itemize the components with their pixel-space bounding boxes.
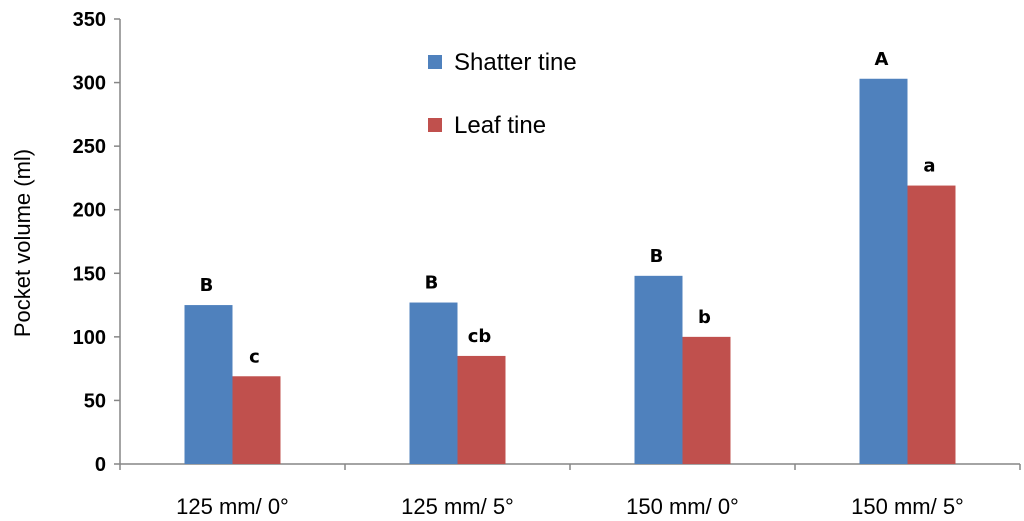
y-ticks: 0 50 100 150 200 250 300 350 (73, 9, 120, 476)
bar (907, 185, 956, 465)
y-tick-label: 150 (73, 263, 106, 285)
x-category-label: 150 mm/ 5° (851, 494, 964, 519)
bars (184, 78, 956, 465)
y-axis-title: Pocket volume (ml) (10, 149, 35, 337)
legend-swatch (428, 118, 442, 132)
x-category-label: 125 mm/ 0° (176, 494, 289, 519)
significance-label: b (698, 307, 711, 328)
significance-label: B (650, 246, 664, 267)
bar (682, 336, 731, 464)
bar (634, 275, 683, 464)
bar (859, 78, 908, 464)
x-categories: 125 mm/ 0° 125 mm/ 5° 150 mm/ 0° 150 mm/ 5° (176, 494, 964, 519)
significance-label: B (200, 275, 214, 296)
y-tick-label: 250 (73, 136, 106, 158)
significance-label: cb (468, 326, 492, 347)
significance-label: c (249, 346, 260, 367)
bar (232, 376, 281, 464)
bar (457, 355, 506, 464)
bar (409, 302, 458, 464)
significance-labels: Bc Bcb Bb Aa (200, 49, 936, 368)
significance-label: a (923, 156, 935, 177)
y-tick-label: 350 (73, 9, 106, 31)
y-tick-label: 0 (95, 454, 106, 476)
legend: Shatter tine Leaf tine (428, 49, 577, 139)
y-tick-label: 200 (73, 200, 106, 222)
legend-label: Leaf tine (454, 112, 546, 139)
y-tick-label: 50 (84, 390, 106, 412)
x-category-label: 150 mm/ 0° (626, 494, 739, 519)
y-tick-label: 300 (73, 73, 106, 95)
y-tick-label: 100 (73, 327, 106, 349)
legend-swatch (428, 55, 442, 69)
x-category-label: 125 mm/ 5° (401, 494, 514, 519)
legend-label: Shatter tine (454, 49, 577, 76)
bar (184, 305, 233, 464)
significance-label: A (875, 49, 889, 70)
significance-label: B (425, 273, 439, 294)
